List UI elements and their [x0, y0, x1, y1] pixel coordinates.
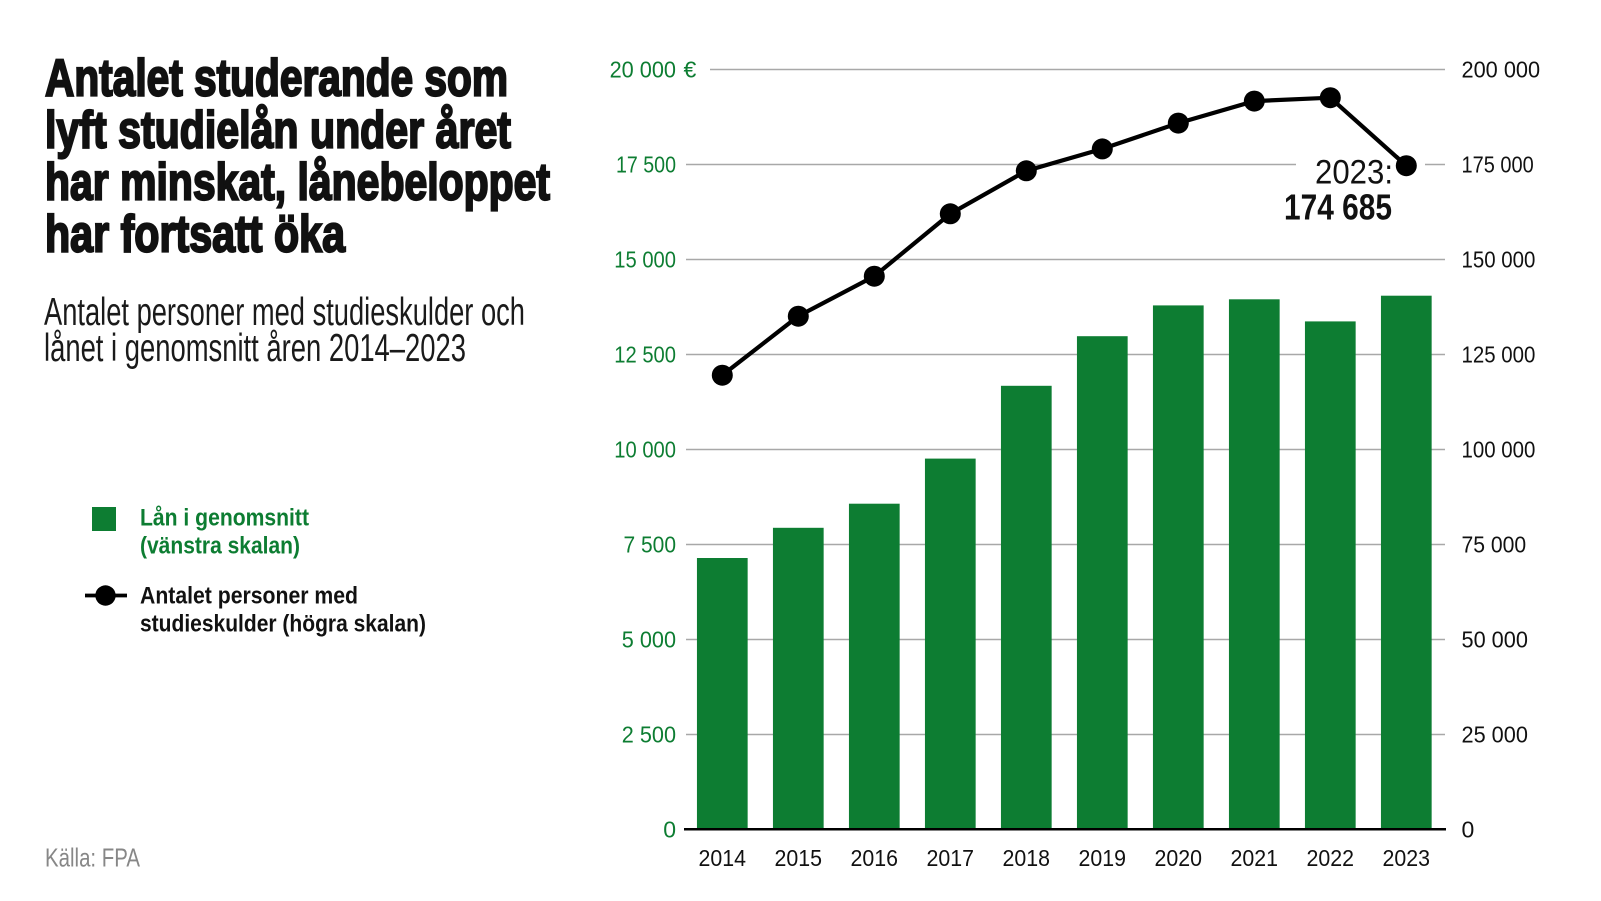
svg-text:17 500: 17 500: [616, 152, 676, 178]
svg-text:2019: 2019: [1079, 845, 1127, 871]
svg-text:174 685: 174 685: [1284, 186, 1392, 227]
svg-text:12 500: 12 500: [614, 342, 676, 368]
svg-text:150 000: 150 000: [1462, 247, 1536, 273]
svg-text:2018: 2018: [1003, 845, 1051, 871]
svg-text:2020: 2020: [1155, 845, 1203, 871]
svg-text:50 000: 50 000: [1462, 627, 1528, 653]
svg-text:har fortsatt öka: har fortsatt öka: [45, 206, 346, 264]
svg-text:lyft studielån under året: lyft studielån under året: [45, 102, 511, 160]
svg-text:25 000: 25 000: [1462, 722, 1528, 748]
svg-text:7 500: 7 500: [624, 532, 677, 558]
svg-text:200 000: 200 000: [1462, 57, 1541, 83]
svg-text:har minskat, lånebeloppet: har minskat, lånebeloppet: [45, 154, 550, 212]
svg-text:15 000: 15 000: [614, 247, 676, 273]
svg-text:2022: 2022: [1307, 845, 1355, 871]
svg-text:Källa: FPA: Källa: FPA: [45, 843, 141, 873]
svg-text:0: 0: [663, 817, 676, 843]
svg-text:75 000: 75 000: [1462, 532, 1527, 558]
svg-text:2021: 2021: [1231, 845, 1279, 871]
svg-text:5 000: 5 000: [622, 627, 676, 653]
svg-text:2016: 2016: [851, 845, 899, 871]
svg-text:2017: 2017: [927, 845, 975, 871]
svg-text:2014: 2014: [699, 845, 747, 871]
svg-text:100 000: 100 000: [1462, 437, 1536, 463]
svg-text:Antalet personer med studiesku: Antalet personer med studieskulder och: [44, 291, 525, 334]
svg-text:125 000: 125 000: [1462, 342, 1536, 368]
svg-text:2015: 2015: [775, 845, 823, 871]
svg-text:10 000: 10 000: [614, 437, 676, 463]
svg-text:2 500: 2 500: [622, 722, 676, 748]
svg-text:Lån i genomsnitt: Lån i genomsnitt: [140, 505, 309, 532]
svg-text:studieskulder (högra skalan): studieskulder (högra skalan): [140, 611, 426, 638]
svg-text:Antalet studerande som: Antalet studerande som: [45, 50, 508, 108]
svg-text:lånet i genomsnitt åren 2014–2: lånet i genomsnitt åren 2014–2023: [44, 327, 466, 370]
svg-text:20 000: 20 000: [610, 57, 676, 83]
svg-text:€: €: [684, 57, 697, 83]
svg-text:(vänstra skalan): (vänstra skalan): [140, 533, 300, 560]
svg-text:2023:: 2023:: [1315, 154, 1393, 192]
svg-text:0: 0: [1462, 817, 1475, 843]
svg-text:175 000: 175 000: [1462, 152, 1534, 178]
svg-text:2023: 2023: [1383, 845, 1431, 871]
svg-text:Antalet personer med: Antalet personer med: [140, 583, 358, 610]
